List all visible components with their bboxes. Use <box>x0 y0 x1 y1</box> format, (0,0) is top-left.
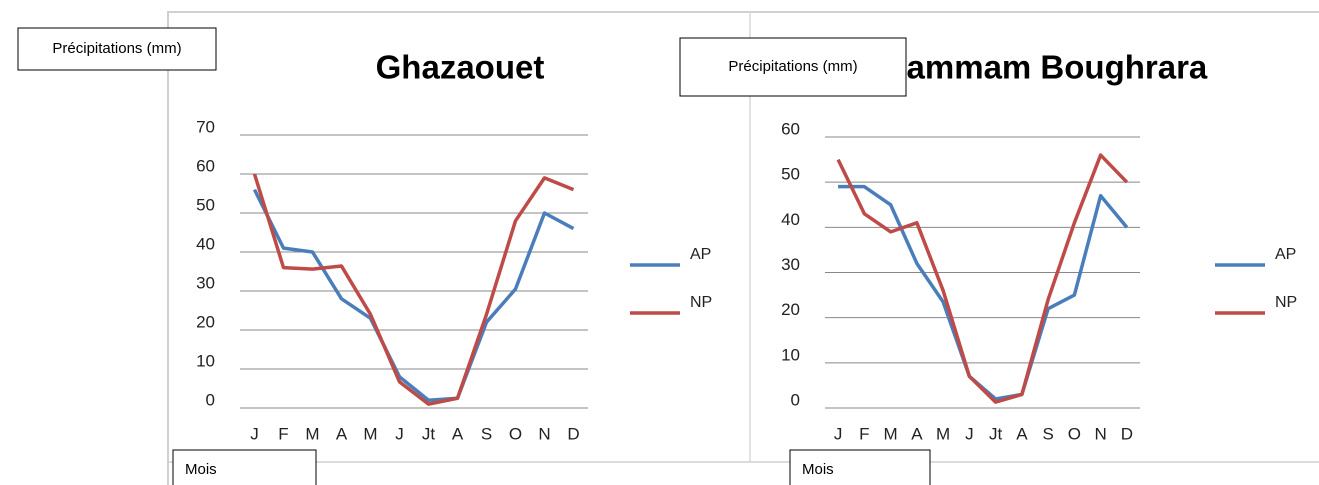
y-tick-label: 40 <box>781 210 800 229</box>
y-axis-label: Précipitations (mm) <box>52 40 181 57</box>
x-tick-label: J <box>395 424 404 443</box>
y-axis-label-box <box>17 27 217 71</box>
x-tick-label: O <box>1068 424 1081 443</box>
x-tick-label: D <box>1121 424 1133 443</box>
y-tick-label: 60 <box>196 156 215 175</box>
x-tick-label: F <box>278 424 288 443</box>
x-tick-label: F <box>859 424 869 443</box>
x-tick-label: M <box>936 424 950 443</box>
y-tick-label: 0 <box>206 390 215 409</box>
x-tick-label: N <box>538 424 550 443</box>
x-tick-label: M <box>363 424 377 443</box>
x-tick-label: Jt <box>422 424 436 443</box>
y-tick-label: 10 <box>781 345 800 364</box>
x-tick-label: S <box>1042 424 1053 443</box>
y-axis-label: Précipitations (mm) <box>728 58 857 75</box>
x-tick-label: A <box>336 424 348 443</box>
chart-title: Ghazaouet <box>376 49 545 86</box>
x-axis-label-box <box>789 449 931 485</box>
y-tick-label: 70 <box>196 117 215 136</box>
y-tick-label: 50 <box>781 165 800 184</box>
x-tick-label: O <box>509 424 522 443</box>
y-tick-label: 40 <box>196 234 215 253</box>
y-tick-label: 20 <box>196 312 215 331</box>
y-tick-label: 30 <box>781 255 800 274</box>
x-tick-label: A <box>452 424 464 443</box>
x-tick-label: N <box>1094 424 1106 443</box>
series-line <box>252 173 575 406</box>
x-tick-label: J <box>834 424 843 443</box>
legend-label: NP <box>690 294 712 311</box>
legend-label: NP <box>1275 294 1297 311</box>
series-line <box>836 153 1129 404</box>
series-line <box>252 188 575 402</box>
x-axis-label: Mois <box>802 461 834 478</box>
x-tick-label: A <box>1016 424 1028 443</box>
x-tick-label: A <box>911 424 923 443</box>
y-tick-label: 20 <box>781 300 800 319</box>
x-tick-label: M <box>305 424 319 443</box>
legend-label: AP <box>690 246 711 263</box>
y-tick-label: 10 <box>196 351 215 370</box>
x-axis-label-box <box>172 449 317 485</box>
y-tick-label: 30 <box>196 273 215 292</box>
y-tick-label: 0 <box>791 390 800 409</box>
y-tick-label: 50 <box>196 195 215 214</box>
y-axis-label-box <box>679 37 907 97</box>
x-tick-label: Jt <box>989 424 1003 443</box>
x-tick-label: S <box>481 424 492 443</box>
x-tick-label: J <box>250 424 259 443</box>
frame <box>167 11 1319 485</box>
legend-label: AP <box>1275 246 1296 263</box>
x-tick-label: J <box>965 424 974 443</box>
x-tick-label: D <box>567 424 579 443</box>
chart-title: Hammam Boughrara <box>883 49 1208 86</box>
x-tick-label: M <box>884 424 898 443</box>
y-tick-label: 60 <box>781 119 800 138</box>
x-axis-label: Mois <box>185 461 217 478</box>
